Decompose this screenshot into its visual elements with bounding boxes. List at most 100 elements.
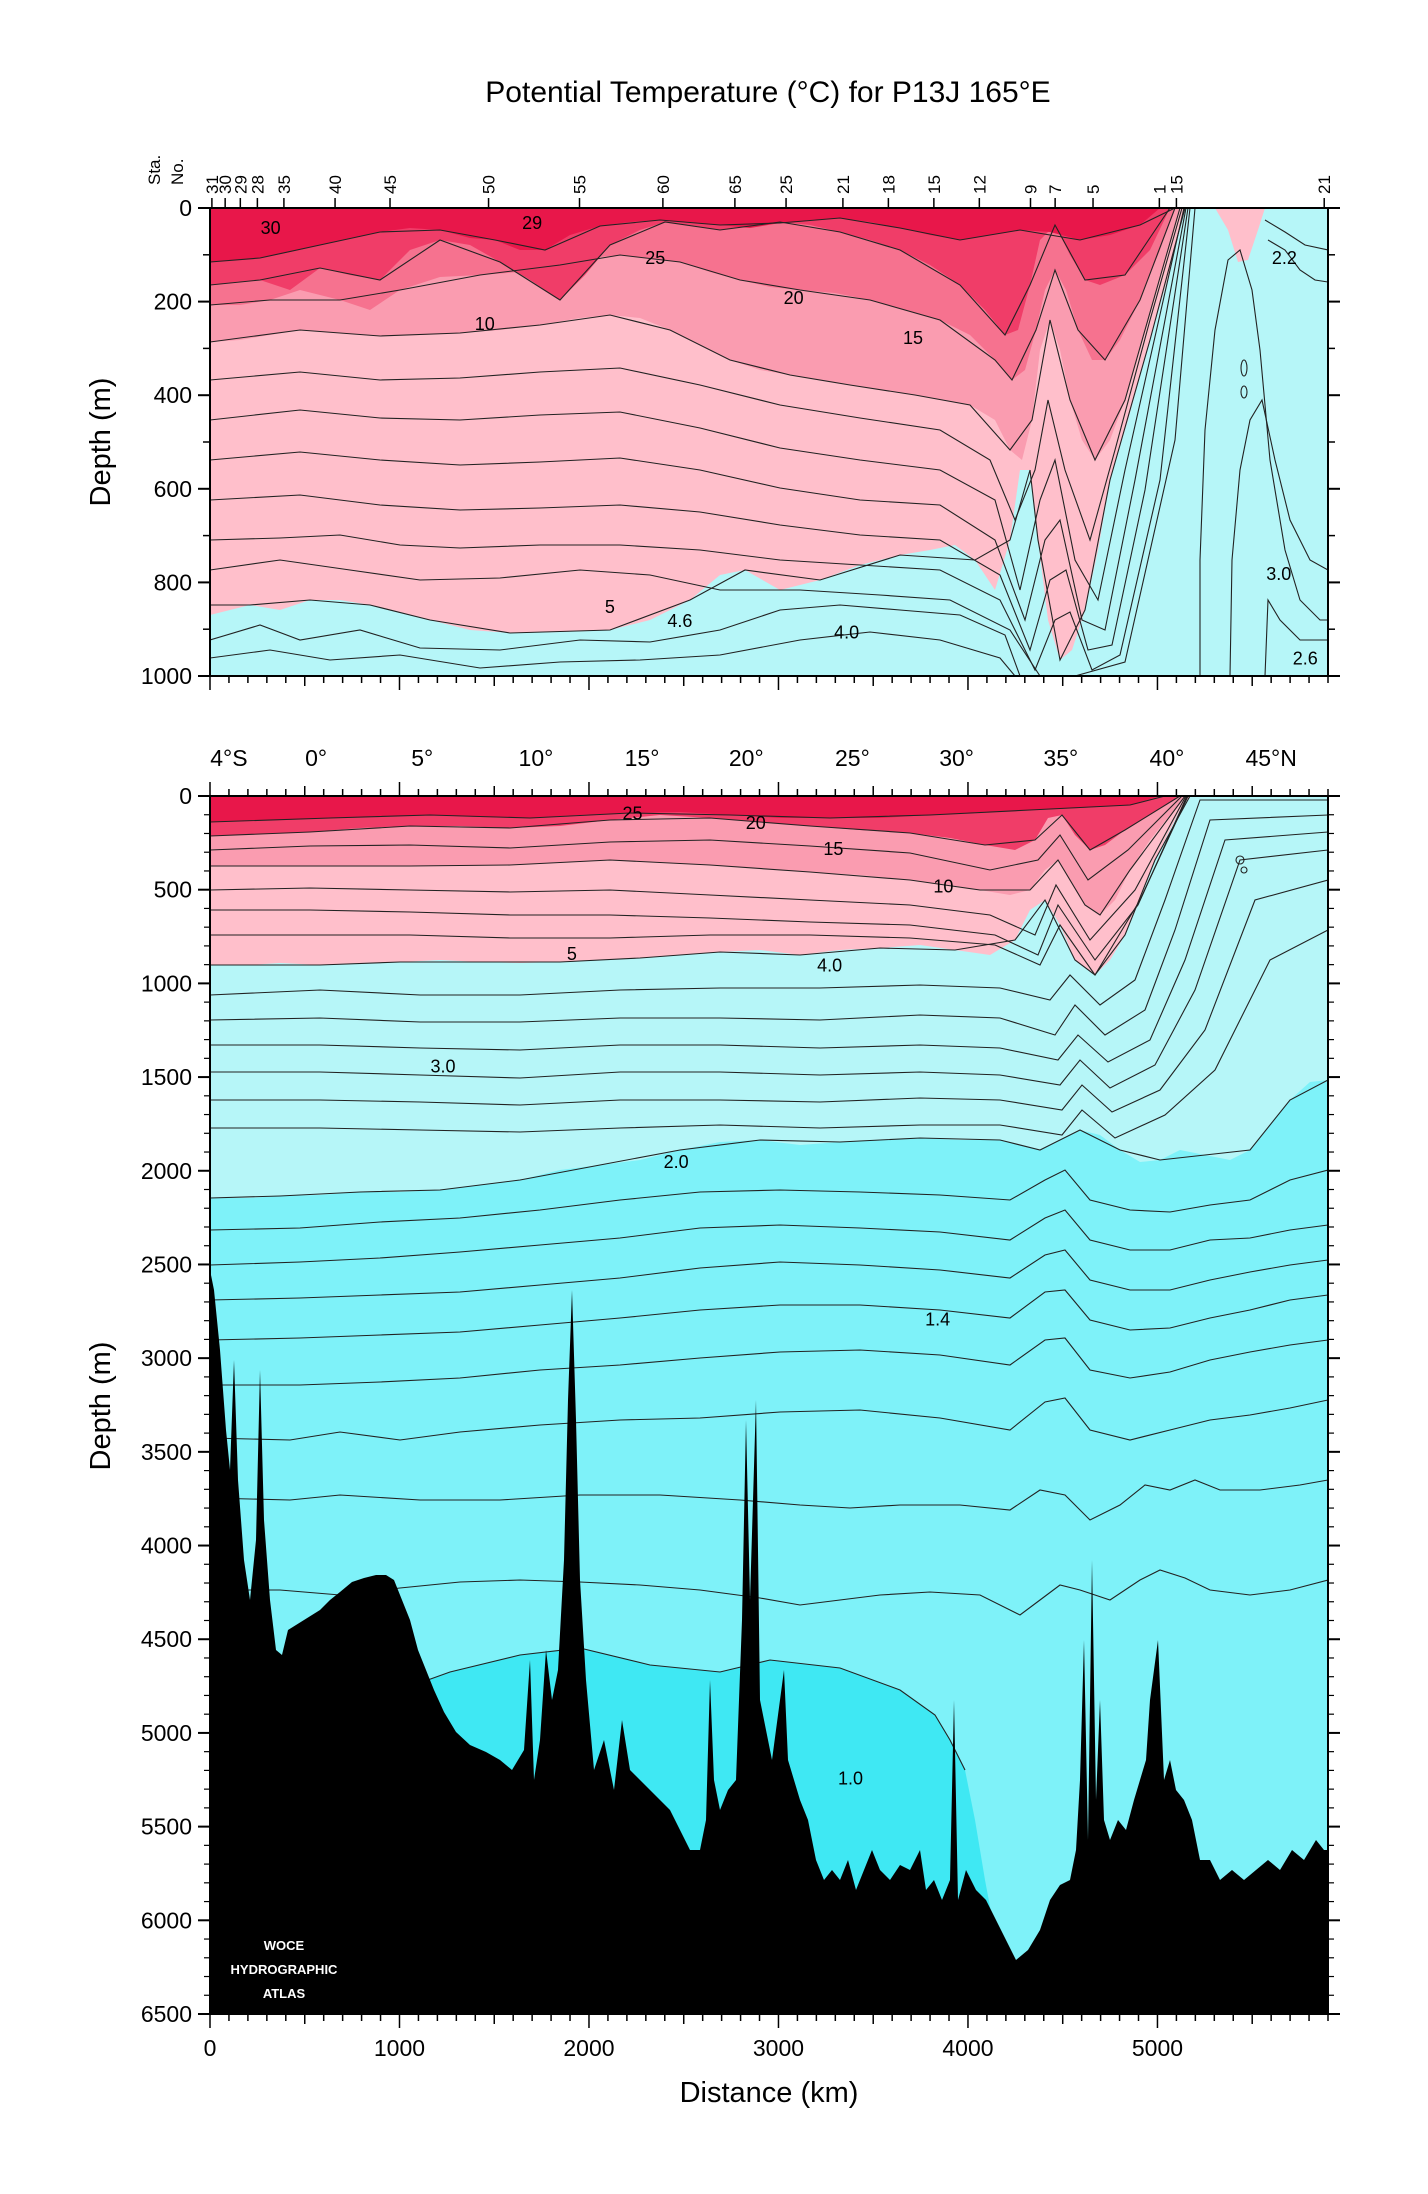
contour-label: 29: [522, 213, 542, 233]
contour-line: [210, 208, 1189, 652]
station-label: 5: [1084, 185, 1103, 194]
station-label: 12: [970, 175, 989, 194]
station-axis-label-line1: Sta.: [145, 155, 164, 185]
y-tick-label: 1000: [141, 970, 192, 996]
contour-label: 2.0: [664, 1152, 689, 1172]
station-label: 7: [1046, 185, 1065, 194]
station-label: 15: [925, 175, 944, 194]
station-label: 50: [480, 175, 499, 194]
latitude-label: 25°: [835, 745, 870, 771]
y-tick-label: 4000: [141, 1533, 192, 1559]
contour-line: [210, 796, 1187, 941]
y-tick-label: 400: [154, 382, 192, 408]
station-label: 21: [834, 175, 853, 194]
contour-label: 15: [903, 328, 923, 348]
contour-line: [210, 1079, 1328, 1199]
contour-line: [210, 796, 1189, 977]
upper-contour-labels: 30 29 25 20 15 10 2.2 3.0 5 4.6 4.0 2.6: [261, 213, 1318, 668]
contour-label: 10: [933, 877, 953, 897]
contour-line: [210, 796, 1186, 916]
upper-x-minor-ticks: [209, 676, 1329, 690]
upper-band-warm: [210, 208, 1160, 262]
y-tick-label: 5500: [141, 1814, 192, 1840]
x-tick-label: 2000: [563, 2035, 614, 2061]
contour-line: [210, 796, 1191, 976]
station-axis-label-line2: No.: [168, 159, 187, 185]
latitude-label: 20°: [729, 745, 764, 771]
y-tick-label: 600: [154, 476, 192, 502]
contour-line: [1240, 866, 1248, 874]
contour-line: [210, 1249, 1328, 1301]
contour-line: [210, 1169, 1328, 1231]
upper-y-axis: 0 200 400 600 800 1000: [141, 195, 1340, 689]
y-tick-label: 0: [179, 783, 192, 809]
x-axis-label: Distance (km): [680, 2077, 859, 2109]
contour-line: [210, 796, 1188, 961]
watermark-line-2: HYDROGRAPHIC: [231, 1962, 339, 1977]
contour-line: [210, 208, 1183, 542]
y-tick-label: 2500: [141, 1251, 192, 1277]
y-tick-label: 500: [154, 877, 192, 903]
station-label: 45: [381, 175, 400, 194]
upper-band-25: [210, 208, 1170, 335]
x-tick-label: 0: [204, 2035, 217, 2061]
seafloor-bathymetry: [210, 1270, 1328, 2014]
contour-line: [210, 1397, 1328, 1441]
latitude-label: 30°: [939, 745, 974, 771]
contour-line: [210, 631, 1016, 676]
upper-contours: [210, 208, 1328, 676]
contour-label: 3.0: [431, 1056, 456, 1076]
contour-label: 4.0: [834, 623, 859, 643]
contour-label: 30: [261, 218, 281, 238]
contour-label: 5: [605, 597, 615, 617]
contour-line: [210, 879, 1328, 1113]
contour-label: 2.2: [1272, 248, 1297, 268]
station-label: 25: [777, 175, 796, 194]
watermark-line-3: ATLAS: [263, 1986, 306, 2001]
contour-line: [210, 208, 1191, 672]
y-tick-label: 3500: [141, 1439, 192, 1465]
woce-watermark: WOCE HYDROGRAPHIC ATLAS: [231, 1938, 339, 2001]
x-tick-label: 1000: [374, 2035, 425, 2061]
contour-line: [1199, 249, 1328, 676]
x-tick-label: 3000: [753, 2035, 804, 2061]
contour-label: 3.0: [1266, 564, 1291, 584]
station-label: 30: [216, 175, 235, 194]
contour-label: 25: [623, 803, 643, 823]
y-tick-label: 1000: [141, 663, 192, 689]
latitude-label: 4°S: [210, 745, 247, 771]
watermark-line-1: WOCE: [264, 1938, 305, 1953]
y-tick-label: 1500: [141, 1064, 192, 1090]
station-label: 21: [1315, 175, 1334, 194]
contour-line: [210, 208, 1181, 462]
latitude-axis: 4°S 0° 5° 10° 15° 20° 25° 30° 35° 40° 45°N: [210, 745, 1297, 771]
upper-y-axis-label: Depth (m): [85, 378, 117, 507]
contour-line: [210, 814, 1328, 1036]
station-label: 65: [726, 175, 745, 194]
contour-label: 2.6: [1293, 648, 1318, 668]
contour-label: 1.4: [925, 1309, 950, 1329]
contour-line: [1235, 855, 1245, 865]
distance-axis: 0 1000 2000 3000 4000 5000: [204, 782, 1329, 2061]
contour-line: [210, 208, 1171, 336]
station-label: 15: [1167, 175, 1186, 194]
contour-line: [210, 799, 1328, 1006]
lower-plot-frame: [209, 795, 1329, 2015]
latitude-label: 45°N: [1245, 745, 1296, 771]
contour-label: 1.0: [838, 1769, 863, 1789]
station-label: 28: [248, 175, 267, 194]
contour-label: 20: [784, 288, 804, 308]
station-label: 9: [1021, 185, 1040, 194]
y-tick-label: 3000: [141, 1345, 192, 1371]
lower-panel: 25 20 15 10 5 4.0 3.0 2.0 1.4 1.0 0 500 1000 1500 200…: [85, 745, 1340, 2109]
latitude-label: 10°: [519, 745, 554, 771]
lower-y-axis: 0 500 1000 1500 2000 2500 3000 3500 4000 4500 5000…: [141, 783, 1340, 2027]
contour-label: 15: [823, 839, 843, 859]
contour-line: [1240, 385, 1248, 399]
contour-line: [210, 831, 1328, 1063]
contour-label: 4.0: [817, 955, 842, 975]
station-label: 55: [571, 175, 590, 194]
y-tick-label: 2000: [141, 1158, 192, 1184]
lower-y-axis-label: Depth (m): [85, 1342, 117, 1471]
